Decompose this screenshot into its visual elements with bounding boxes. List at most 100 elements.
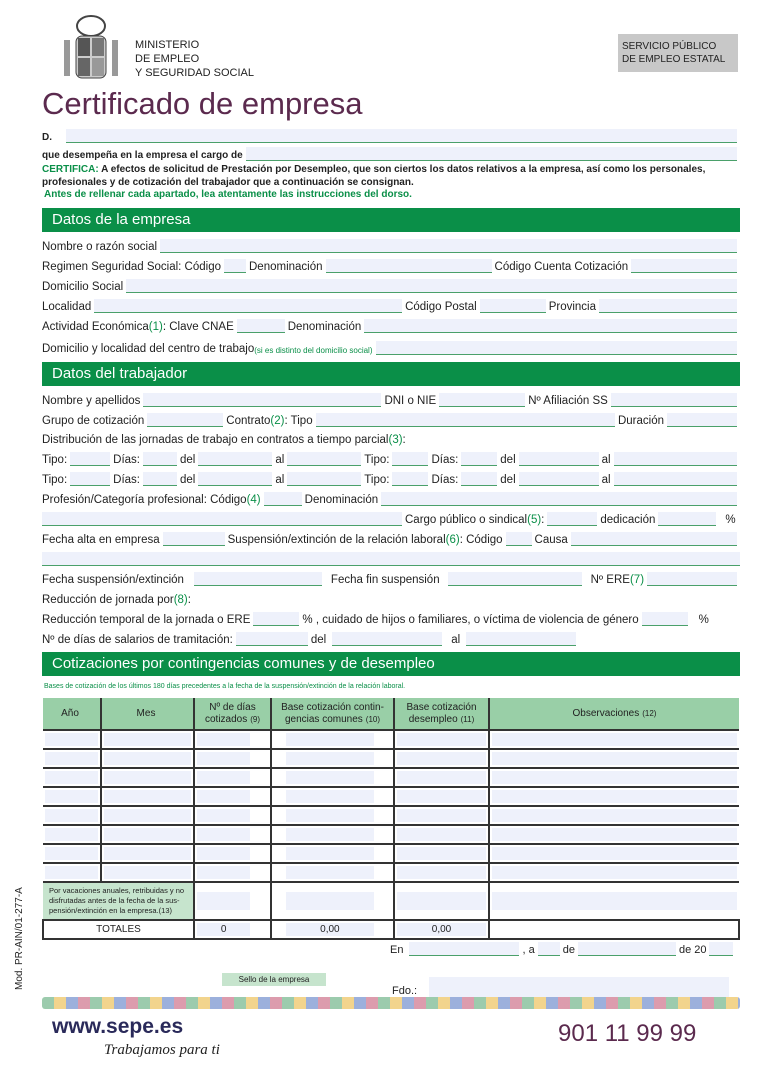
- dias-field[interactable]: [142, 472, 177, 486]
- cell-input[interactable]: [45, 752, 98, 765]
- cell-input[interactable]: [286, 847, 374, 860]
- cargo-publico-field[interactable]: [547, 512, 598, 526]
- profesion-codigo-field[interactable]: [263, 492, 302, 506]
- cell-input[interactable]: [45, 771, 98, 784]
- cnae-field[interactable]: [236, 319, 285, 333]
- del-field[interactable]: [518, 472, 599, 486]
- cell-input[interactable]: [492, 790, 737, 803]
- profesion-extra-field[interactable]: [42, 512, 402, 526]
- provincia-field[interactable]: [599, 299, 737, 313]
- al-field[interactable]: [613, 472, 737, 486]
- cell-input[interactable]: [492, 752, 737, 765]
- cell-input[interactable]: [397, 733, 486, 746]
- cell-input[interactable]: [286, 892, 374, 910]
- salarios-del-field[interactable]: [332, 632, 443, 646]
- tipo-field[interactable]: [70, 472, 111, 486]
- cell-input[interactable]: [492, 847, 737, 860]
- reduccion-pct-field[interactable]: [253, 612, 300, 626]
- contrato-tipo-field[interactable]: [315, 413, 615, 427]
- al-field[interactable]: [287, 472, 362, 486]
- cell-input[interactable]: [197, 733, 251, 746]
- cell-input[interactable]: [197, 892, 251, 910]
- centro-field[interactable]: [375, 341, 737, 355]
- dias-field[interactable]: [142, 452, 177, 466]
- cell-input[interactable]: [286, 866, 374, 879]
- cargo-field[interactable]: [245, 147, 737, 161]
- cell-input[interactable]: [492, 923, 736, 936]
- cell-input[interactable]: [397, 771, 486, 784]
- cell-input[interactable]: [104, 733, 191, 746]
- fecha-fin-field[interactable]: [447, 572, 582, 586]
- mes-field[interactable]: [577, 942, 676, 956]
- tipo-field[interactable]: [392, 472, 429, 486]
- cell-input[interactable]: [286, 771, 374, 784]
- cell-input[interactable]: [492, 733, 737, 746]
- tipo-field[interactable]: [70, 452, 111, 466]
- alta-field[interactable]: [162, 532, 225, 546]
- cell-input[interactable]: [197, 866, 251, 879]
- regimen-denominacion-field[interactable]: [325, 259, 492, 273]
- dias-field[interactable]: [461, 472, 498, 486]
- dias-field[interactable]: [461, 452, 498, 466]
- actividad-denominacion-field[interactable]: [364, 319, 737, 333]
- causa-extra-field[interactable]: [42, 552, 740, 566]
- del-field[interactable]: [518, 452, 599, 466]
- sepe-website[interactable]: www.sepe.es: [52, 1015, 184, 1038]
- causa-field[interactable]: [570, 532, 737, 546]
- lugar-field[interactable]: [409, 942, 520, 956]
- cell-input[interactable]: [197, 828, 251, 841]
- cell-input[interactable]: [397, 892, 486, 910]
- dni-field[interactable]: [439, 393, 526, 407]
- cell-input[interactable]: [104, 771, 191, 784]
- cell-input[interactable]: [397, 847, 486, 860]
- al-field[interactable]: [287, 452, 362, 466]
- cell-input[interactable]: [45, 809, 98, 822]
- al-field[interactable]: [613, 452, 737, 466]
- cell-input[interactable]: [492, 866, 737, 879]
- cell-input[interactable]: [286, 809, 374, 822]
- duracion-field[interactable]: [667, 413, 737, 427]
- salarios-dias-field[interactable]: [235, 632, 308, 646]
- cell-input[interactable]: [197, 790, 251, 803]
- cell-input[interactable]: [492, 809, 737, 822]
- cell-input[interactable]: [197, 771, 251, 784]
- localidad-field[interactable]: [94, 299, 403, 313]
- cell-input[interactable]: [492, 771, 737, 784]
- total-comunes[interactable]: 0,00: [286, 923, 374, 936]
- d-field[interactable]: [66, 129, 737, 143]
- del-field[interactable]: [198, 472, 273, 486]
- dia-field[interactable]: [537, 942, 560, 956]
- cell-input[interactable]: [45, 828, 98, 841]
- profesion-denominacion-field[interactable]: [381, 492, 737, 506]
- fecha-suspension-field[interactable]: [193, 572, 322, 586]
- suspension-codigo-field[interactable]: [505, 532, 532, 546]
- salarios-al-field[interactable]: [466, 632, 577, 646]
- cell-input[interactable]: [286, 733, 374, 746]
- cell-input[interactable]: [286, 752, 374, 765]
- cell-input[interactable]: [45, 866, 98, 879]
- afiliacion-field[interactable]: [610, 393, 737, 407]
- razon-social-field[interactable]: [160, 239, 737, 253]
- cell-input[interactable]: [197, 809, 251, 822]
- cell-input[interactable]: [397, 752, 486, 765]
- cell-input[interactable]: [45, 790, 98, 803]
- domicilio-field[interactable]: [126, 279, 737, 293]
- firma-field[interactable]: [429, 977, 729, 997]
- violencia-pct-field[interactable]: [641, 612, 688, 626]
- del-field[interactable]: [198, 452, 273, 466]
- ere-field[interactable]: [647, 572, 737, 586]
- cell-input[interactable]: [197, 847, 251, 860]
- cell-input[interactable]: [397, 866, 486, 879]
- dedicacion-field[interactable]: [658, 512, 717, 526]
- nombre-field[interactable]: [143, 393, 382, 407]
- total-desempleo[interactable]: 0,00: [397, 923, 486, 936]
- cell-input[interactable]: [492, 828, 737, 841]
- cell-input[interactable]: [286, 790, 374, 803]
- tipo-field[interactable]: [392, 452, 429, 466]
- cell-input[interactable]: [492, 892, 737, 910]
- total-dias[interactable]: 0: [197, 923, 251, 936]
- cell-input[interactable]: [104, 790, 191, 803]
- cell-input[interactable]: [104, 809, 191, 822]
- cell-input[interactable]: [104, 847, 191, 860]
- cell-input[interactable]: [45, 847, 98, 860]
